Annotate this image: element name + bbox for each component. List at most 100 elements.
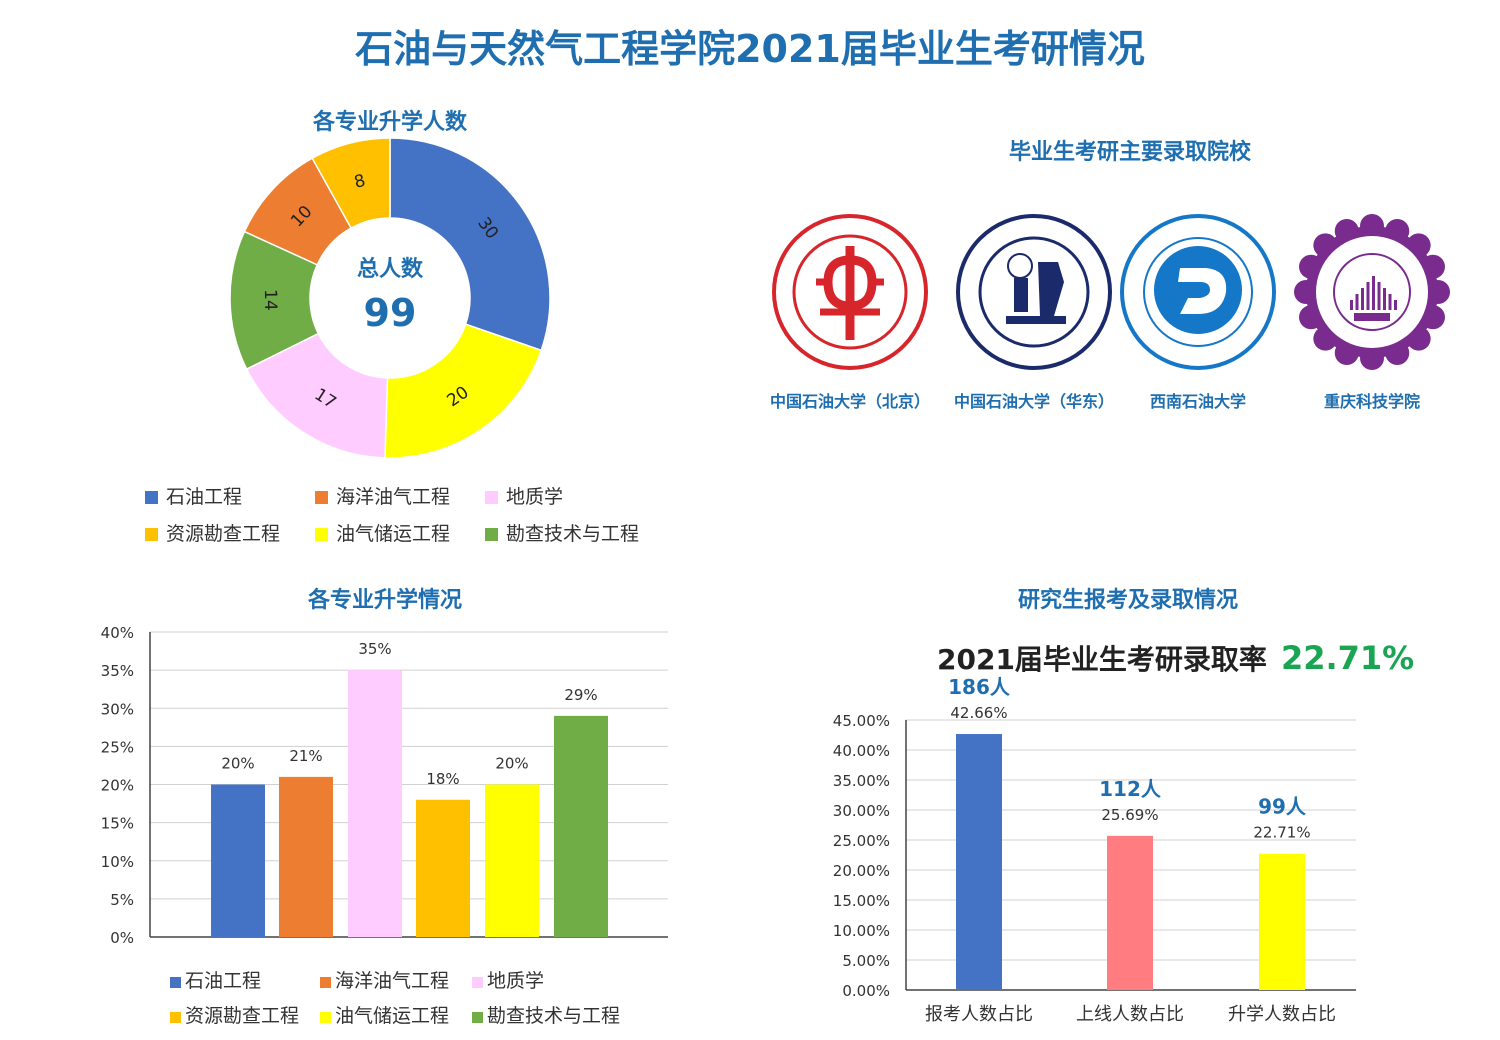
legend-label: 油气储运工程 [335, 1005, 450, 1027]
legend-swatch [170, 977, 181, 988]
y-tick-label: 5.00% [842, 952, 890, 970]
donut-slice-item-6 [311, 137, 391, 230]
school-item-2: 中国石油大学（华东） [944, 212, 1124, 412]
y-tick-label: 25.00% [833, 832, 890, 850]
bar-item-1 [956, 734, 1002, 990]
bar-item-4 [416, 799, 470, 937]
legend-label: 资源勘查工程 [185, 1005, 300, 1027]
y-tick-label: 10.00% [833, 922, 890, 940]
y-tick-label: 20.00% [833, 862, 890, 880]
y-tick-label: 35.00% [833, 772, 890, 790]
school-item-4: 重庆科技学院 [1282, 212, 1462, 412]
donut-legend-item-2: 海洋油气工程 [315, 482, 450, 509]
legend-swatch [170, 1012, 181, 1023]
legend-label: 海洋油气工程 [335, 970, 450, 992]
school-item-1: 中国石油大学（北京） [760, 212, 940, 412]
bar-data-label-item-6: 29% [564, 686, 597, 704]
legend-swatch [320, 1012, 331, 1023]
bar-data-label-item-1: 42.66% [950, 704, 1007, 722]
legend-label: 地质学 [506, 486, 564, 508]
bar-item-1 [211, 784, 265, 937]
y-tick-label: 35% [101, 662, 134, 680]
admission-rate-headline: 2021届毕业生考研录取率 22.71% [937, 638, 1414, 678]
cup-beijing-seal-icon [772, 214, 928, 370]
legend-swatch [472, 977, 483, 988]
bar-data-label-item-3: 22.71% [1253, 824, 1310, 842]
legend-swatch [145, 491, 158, 504]
donut-legend-item-5: 油气储运工程 [315, 519, 450, 546]
y-tick-label: 0.00% [842, 982, 890, 1000]
donut-legend-item-1: 石油工程 [145, 482, 242, 509]
y-tick-label: 15% [101, 815, 134, 833]
y-tick-label: 30% [101, 700, 134, 718]
donut-slice-label-item-6: 8 [352, 171, 368, 193]
bar-item-6 [554, 715, 608, 937]
school-name: 中国石油大学（华东） [953, 392, 1114, 411]
x-category-label-item-1: 报考人数占比 [925, 1004, 1033, 1025]
major-legend-item-2: 海洋油气工程 [320, 966, 449, 993]
bar-item-2 [1107, 835, 1153, 990]
donut-slice-item-3 [245, 332, 389, 459]
legend-swatch [315, 528, 328, 541]
y-tick-label: 45.00% [833, 712, 890, 730]
y-tick-label: 30.00% [833, 802, 890, 820]
legend-label: 油气储运工程 [336, 523, 451, 545]
legend-swatch [315, 491, 328, 504]
bar-count-label-item-1: 186人 [948, 675, 1011, 699]
legend-label: 勘查技术与工程 [506, 523, 640, 545]
bar-item-3 [348, 670, 402, 937]
school-item-3: 西南石油大学 [1108, 212, 1288, 412]
swpu-seal-icon [1120, 214, 1276, 370]
bar-item-2 [279, 776, 333, 937]
donut-slice-item-2 [384, 323, 543, 459]
legend-label: 海洋油气工程 [336, 486, 451, 508]
donut-legend-item-6: 勘查技术与工程 [485, 519, 639, 546]
bar-item-3 [1259, 853, 1305, 990]
bar-data-label-item-1: 20% [221, 755, 254, 773]
donut-slice-item-1 [389, 137, 551, 352]
major-legend-item-5: 油气储运工程 [320, 1001, 449, 1028]
legend-swatch [320, 977, 331, 988]
major-bar-chart: 0% 5% 10% 15% 20% 25% 30% 35% 40% 20% 21% 35% 18% 20%… [101, 624, 668, 947]
major-legend-item-3: 地质学 [472, 966, 544, 993]
bar-data-label-item-5: 20% [495, 755, 528, 773]
bar-count-label-item-2: 112人 [1099, 777, 1162, 801]
y-tick-label: 0% [110, 929, 134, 947]
y-tick-label: 15.00% [833, 892, 890, 910]
legend-label: 资源勘查工程 [166, 523, 281, 545]
x-category-label-item-3: 升学人数占比 [1228, 1004, 1336, 1025]
legend-label: 石油工程 [166, 486, 243, 508]
admission-rate-label: 2021届毕业生考研录取率 [937, 643, 1267, 676]
bar-data-label-item-2: 25.69% [1101, 806, 1158, 824]
major-legend-item-6: 勘查技术与工程 [472, 1001, 620, 1028]
legend-swatch [485, 491, 498, 504]
donut-legend-item-4: 资源勘查工程 [145, 519, 280, 546]
legend-label: 勘查技术与工程 [487, 1005, 621, 1027]
legend-label: 石油工程 [185, 970, 262, 992]
y-tick-label: 40.00% [833, 742, 890, 760]
school-name: 中国石油大学（北京） [769, 392, 930, 411]
school-name: 重庆科技学院 [1323, 392, 1420, 411]
schools-title: 毕业生考研主要录取院校 [1008, 140, 1251, 165]
legend-swatch [485, 528, 498, 541]
bar-data-label-item-4: 18% [426, 770, 459, 788]
page-title: 石油与天然气工程学院2021届毕业生考研情况 [355, 27, 1145, 71]
donut-center-label: 总人数 [357, 256, 424, 282]
bar-item-5 [485, 784, 539, 937]
upc-huadong-seal-icon [956, 214, 1112, 370]
y-tick-label: 40% [101, 624, 134, 642]
bar-data-label-item-2: 21% [289, 747, 322, 765]
legend-swatch [145, 528, 158, 541]
major-bar-title: 各专业升学情况 [307, 588, 462, 613]
major-legend-item-1: 石油工程 [170, 966, 261, 993]
school-name: 西南石油大学 [1149, 392, 1246, 411]
y-tick-label: 20% [101, 777, 134, 795]
donut-center-value: 99 [364, 291, 417, 335]
y-tick-label: 10% [101, 853, 134, 871]
x-category-label-item-2: 上线人数占比 [1076, 1004, 1184, 1025]
cqust-seal-icon [1294, 214, 1450, 370]
admission-bar-chart: 0.00% 5.00% 10.00% 15.00% 20.00% 25.00% 30.00%… [833, 675, 1356, 1025]
admission-rate-value: 22.71% [1280, 639, 1415, 677]
donut-slice-label-item-4: 14 [260, 289, 280, 311]
